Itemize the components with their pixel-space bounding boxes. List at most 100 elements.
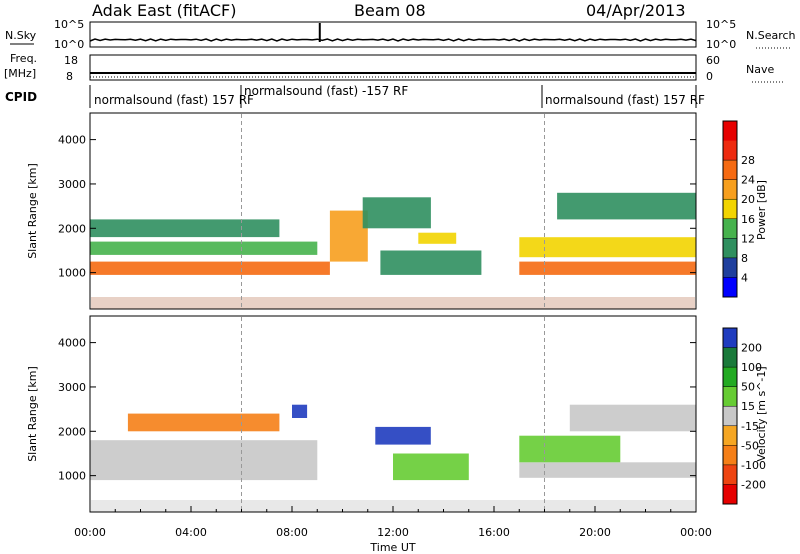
freq-tick-bottom: 8 [66,70,73,83]
power-colorbar-frame [722,120,738,298]
velocity-ytick-label-1: 1000 [58,470,86,483]
velocity-colorbar-frame [722,327,738,505]
power-colorbar-segment-2 [723,140,737,161]
velocity-colorbar-segment-6 [723,425,737,446]
cpid-label: CPID [5,90,37,104]
power-band-1 [90,261,330,275]
power-band-3 [90,241,318,255]
xtick-label-3: 08:00 [276,526,308,539]
velocity-band-4 [375,426,431,445]
power-band-8 [519,261,697,275]
velocity-colorbar-segment-7 [723,445,737,466]
nave-tick-top: 60 [706,54,720,67]
power-colorbar-tick-label-5: 20 [741,193,755,206]
time-axis: 00:00 04:00 08:00 12:00 16:00 20:00 00:00 [74,506,712,539]
velocity-colorbar-tick-label-8: -200 [741,478,766,491]
velocity-colorbar-segment-4 [723,386,737,407]
power-band-5 [362,197,431,229]
power-colorbar-tick-label-3: 12 [741,232,755,245]
velocity-colorbar-segment-2 [723,347,737,368]
velocity-band-5 [393,453,469,481]
cpid-row: CPID normalsound (fast) 157 RF normalsou… [5,84,705,108]
power-colorbar-segment-8 [723,257,737,278]
power-ylabel: Slant Range [km] [26,163,39,259]
velocity-band-1 [90,440,318,481]
velocity-colorbar-label: Velocity [m s^-1] [755,366,768,461]
velocity-colorbar-segment-5 [723,406,737,427]
xaxis-label: Time UT [369,541,415,554]
power-band-10 [557,192,696,220]
power-colorbar-tick-label-6: 24 [741,174,755,187]
power-ytick-label-1: 1000 [58,267,86,280]
power-noise-strip [91,297,695,309]
velocity-panel: 1000 2000 3000 4000 Slant Range [km] [26,315,697,513]
freq-label-line1: Freq. [10,52,37,65]
velocity-band-8 [569,404,697,432]
velocity-colorbar-tick-label-5: -15 [741,420,759,433]
power-colorbar: 4 8 12 16 20 24 28 [722,120,755,298]
power-colorbar-segment-1 [723,121,737,142]
nsearch-label: N.Search [746,29,796,42]
xtick-label-4: 12:00 [377,526,409,539]
xtick-label-7: 00:00 [680,526,712,539]
nsky-label: N.Sky [5,29,37,42]
nsky-trace [89,38,697,42]
velocity-colorbar-tick-label-1: 200 [741,342,762,355]
power-ytick-label-4: 4000 [58,134,86,147]
cpid-segment-1: normalsound (fast) 157 RF [94,93,254,107]
nsky-panel: N.Sky 10^5 10^0 10^5 10^0 N.Search [5,18,796,51]
power-colorbar-segment-4 [723,179,737,200]
velocity-ytick-label-2: 2000 [58,425,86,438]
nave-tick-bottom: 0 [706,70,713,83]
power-band-2 [329,210,368,262]
power-band-4 [90,219,280,238]
freq-label-line2: [MHz] [4,67,36,80]
velocity-colorbar-tick-label-4: 15 [741,400,755,413]
velocity-band-6 [519,462,697,478]
power-panel: 1000 2000 3000 4000 Slant Range [km] [26,112,697,310]
velocity-band-2 [127,413,280,432]
power-colorbar-segment-6 [723,218,737,239]
nave-label: Nave [746,63,774,76]
freq-panel: Freq. [MHz] 18 8 60 0 Nave [4,52,784,83]
velocity-colorbar-tick-label-3: 50 [741,381,755,394]
velocity-colorbar-tick-label-7: -100 [741,459,766,472]
xtick-label-2: 04:00 [175,526,207,539]
velocity-ytick-label-4: 4000 [58,337,86,350]
beam-label: Beam 08 [354,1,426,20]
velocity-colorbar-tick-label-6: -50 [741,439,759,452]
nsky-tick-bottom: 10^0 [54,38,84,51]
xtick-label-6: 20:00 [579,526,611,539]
power-colorbar-segment-5 [723,199,737,220]
power-colorbar-tick-label-2: 8 [741,252,748,265]
velocity-band-3 [292,404,308,418]
power-colorbar-segment-3 [723,160,737,181]
date-label: 04/Apr/2013 [586,1,686,20]
velocity-colorbar: 200 100 50 15 -15 -50 -100 -200 [722,327,766,505]
velocity-colorbar-segment-3 [723,367,737,388]
power-ytick-label-3: 3000 [58,178,86,191]
power-ytick-label-2: 2000 [58,222,86,235]
velocity-colorbar-segment-8 [723,464,737,485]
power-colorbar-segment-7 [723,238,737,259]
velocity-colorbar-tick-label-2: 100 [741,361,762,374]
velocity-colorbar-segment-1 [723,328,737,349]
power-colorbar-label: Power [dB] [755,180,768,240]
power-band-7 [418,232,457,244]
velocity-band-7 [519,435,621,463]
power-colorbar-tick-label-1: 4 [741,271,748,284]
xtick-label-1: 00:00 [74,526,106,539]
power-colorbar-tick-label-7: 28 [741,154,755,167]
freq-tick-top: 18 [64,54,78,67]
plot-title: Adak East (fitACF) [92,1,236,20]
xtick-label-5: 16:00 [478,526,510,539]
cpid-segment-2: normalsound (fast) -157 RF [244,84,408,98]
velocity-colorbar-segment-9 [723,484,737,505]
power-band-6 [380,250,482,275]
nsearch-tick-top: 10^5 [706,18,736,31]
power-colorbar-segment-9 [723,277,737,298]
velocity-ylabel: Slant Range [km] [26,366,39,462]
cpid-segment-3: normalsound (fast) 157 RF [545,93,705,107]
power-colorbar-tick-label-4: 16 [741,213,755,226]
